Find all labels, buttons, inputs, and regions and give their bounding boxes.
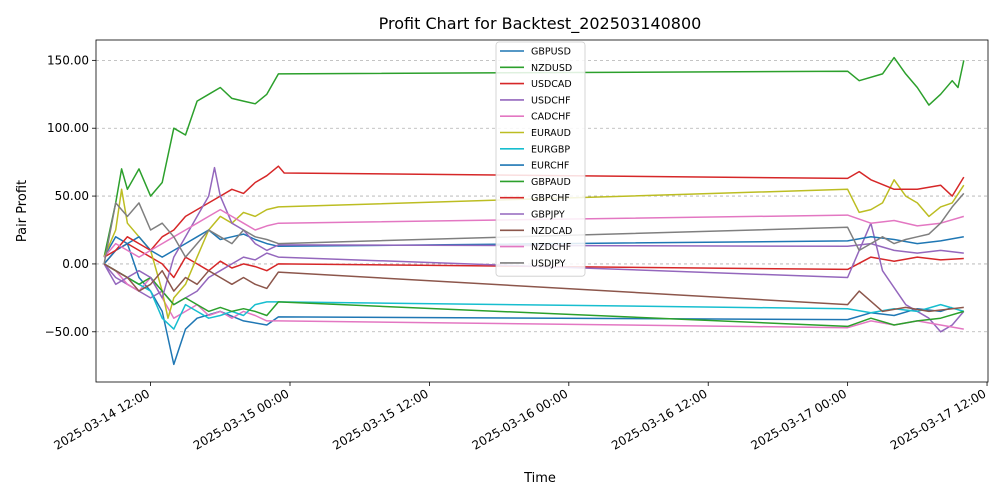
legend-label-usdcad: USDCAD xyxy=(531,79,572,90)
y-tick-label: 100.00 xyxy=(47,121,89,135)
legend-label-usdjpy: USDJPY xyxy=(531,258,566,269)
y-tick-label: 0.00 xyxy=(62,257,89,271)
series-line-nzdchf xyxy=(103,208,965,258)
legend-label-euraud: EURAUD xyxy=(531,128,571,139)
legend-label-nzdchf: NZDCHF xyxy=(531,242,571,253)
series-line-nzdusd xyxy=(103,56,965,258)
legend-label-gbpaud: GBPAUD xyxy=(531,177,571,188)
legend-label-eurchf: EURCHF xyxy=(531,161,569,172)
series-line-usdchf xyxy=(103,222,965,333)
series-line-usdjpy xyxy=(103,192,965,265)
legend-label-gbpjpy: GBPJPY xyxy=(531,210,565,221)
legend-frame xyxy=(495,41,586,277)
series-line-nzdcad xyxy=(103,263,964,313)
plot-area-frame xyxy=(95,39,989,383)
legend-label-gbpusd: GBPUSD xyxy=(531,47,571,58)
y-tick-label: 150.00 xyxy=(47,53,89,67)
legend-label-gbpchf: GBPCHF xyxy=(531,193,570,204)
chart-title: Profit Chart for Backtest_202503140800 xyxy=(379,14,702,34)
series-line-eurchf xyxy=(103,229,964,265)
y-tick-label: 50.00 xyxy=(55,189,89,203)
legend-label-cadchf: CADCHF xyxy=(531,112,571,123)
y-axis-label: Pair Profit xyxy=(15,180,30,242)
y-tick-label: −50.00 xyxy=(45,325,89,339)
series-line-gbpjpy xyxy=(103,166,964,299)
y-axis: −50.00 0.00 50.00 100.00 150.00 xyxy=(45,53,96,339)
legend: GBPUSD NZDUSD USDCAD USDCHF CADCHF EURAUD EURG… xyxy=(495,41,586,277)
legend-label-usdchf: USDCHF xyxy=(531,95,571,106)
x-axis-label: Time xyxy=(523,471,556,486)
legend-label-eurgbp: EURGBP xyxy=(531,144,570,155)
legend-label-nzdusd: NZDUSD xyxy=(531,63,572,74)
series-lines xyxy=(103,56,965,366)
series-line-cadchf xyxy=(103,263,964,330)
series-line-gbpaud xyxy=(103,263,965,328)
legend-label-nzdcad: NZDCAD xyxy=(531,226,572,237)
